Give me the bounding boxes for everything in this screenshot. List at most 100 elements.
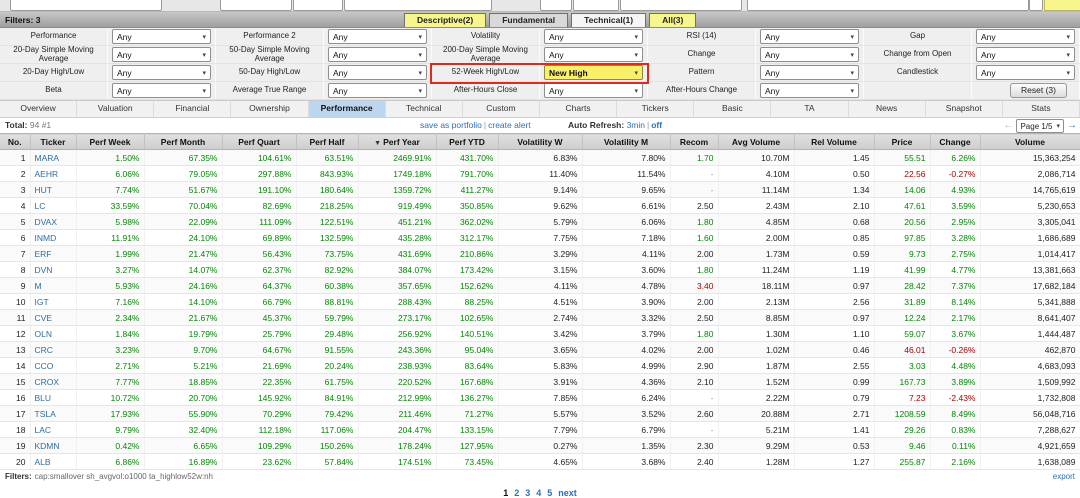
cell-ticker[interactable]: DVN bbox=[30, 261, 77, 278]
column-header-py[interactable]: ▼ Perf Year bbox=[358, 133, 437, 150]
view-tab-performance[interactable]: Performance bbox=[308, 101, 386, 117]
column-header-price[interactable]: Price bbox=[874, 133, 931, 150]
partial-select[interactable] bbox=[620, 0, 742, 11]
cell-ticker[interactable]: IGT bbox=[30, 293, 77, 310]
filter-select-beta[interactable]: Any ▾ bbox=[112, 83, 211, 98]
filter-select-change[interactable]: Any ▾ bbox=[760, 47, 859, 62]
view-tab-basic[interactable]: Basic bbox=[694, 101, 772, 117]
cell-ticker[interactable]: LC bbox=[30, 197, 77, 214]
partial-select[interactable] bbox=[220, 0, 292, 11]
filter-panel: Performance Any ▾ Performance 2 Any ▾ Volatili… bbox=[0, 28, 1080, 101]
view-tab-snapshot[interactable]: Snapshot bbox=[926, 101, 1003, 117]
column-header-chg[interactable]: Change bbox=[930, 133, 981, 150]
filter-select-20-day-simple-moving-average[interactable]: Any ▾ bbox=[112, 47, 211, 62]
cell-ticker[interactable]: ALB bbox=[30, 453, 77, 470]
page-select[interactable]: Page 1/5 ▾ bbox=[1016, 119, 1064, 133]
export-link[interactable]: export bbox=[1052, 472, 1075, 481]
filter-select-pattern[interactable]: Any ▾ bbox=[760, 65, 859, 80]
filter-select-performance[interactable]: Any ▾ bbox=[112, 29, 211, 44]
filter-select-volatility[interactable]: Any ▾ bbox=[544, 29, 643, 44]
cell-ticker[interactable]: CVE bbox=[30, 309, 77, 326]
partial-select[interactable] bbox=[573, 0, 619, 11]
filter-select-after-hours-close[interactable]: Any ▾ bbox=[544, 83, 643, 98]
cell-pw: 6.06% bbox=[76, 165, 145, 182]
cell-ticker[interactable]: AEHR bbox=[30, 165, 77, 182]
view-tab-financial[interactable]: Financial bbox=[154, 101, 232, 117]
partial-select[interactable] bbox=[344, 0, 492, 11]
column-header-vol[interactable]: Volume bbox=[980, 133, 1080, 150]
column-header-recom[interactable]: Recom bbox=[670, 133, 719, 150]
page-link-3[interactable]: 3 bbox=[525, 488, 531, 498]
cell-ticker[interactable]: INMD bbox=[30, 229, 77, 246]
cell-ticker[interactable]: BLU bbox=[30, 389, 77, 406]
cell-vol: 1,638,089 bbox=[980, 453, 1080, 470]
column-header-ph[interactable]: Perf Half bbox=[296, 133, 359, 150]
view-tab-ownership[interactable]: Ownership bbox=[231, 101, 309, 117]
view-tab-valuation[interactable]: Valuation bbox=[77, 101, 155, 117]
view-tab-news[interactable]: News bbox=[849, 101, 926, 117]
filter-select-rsi-14-[interactable]: Any ▾ bbox=[760, 29, 859, 44]
filter-select-performance-2[interactable]: Any ▾ bbox=[328, 29, 427, 44]
create-alert-link[interactable]: create alert bbox=[488, 120, 531, 130]
partial-select[interactable] bbox=[293, 0, 343, 11]
save-as-portfolio-link[interactable]: save as portfolio bbox=[420, 120, 482, 130]
view-tab-stats[interactable]: Stats bbox=[1003, 101, 1080, 117]
cell-ticker[interactable]: KDMN bbox=[30, 437, 77, 454]
filter-category-tab-all-3-[interactable]: All(3) bbox=[649, 13, 697, 27]
view-tab-technical[interactable]: Technical bbox=[386, 101, 463, 117]
partial-submit-button[interactable] bbox=[1044, 0, 1080, 11]
cell-ticker[interactable]: OLN bbox=[30, 325, 77, 342]
cell-ticker[interactable]: CCO bbox=[30, 357, 77, 374]
filter-select-after-hours-change[interactable]: Any ▾ bbox=[760, 83, 859, 98]
filter-select-50-day-high-low[interactable]: Any ▾ bbox=[328, 65, 427, 80]
view-tab-tickers[interactable]: Tickers bbox=[617, 101, 695, 117]
filter-select-average-true-range[interactable]: Any ▾ bbox=[328, 83, 427, 98]
column-header-no[interactable]: No. bbox=[0, 133, 31, 150]
filter-category-tab-fundamental[interactable]: Fundamental bbox=[489, 13, 569, 27]
filter-select-52-week-high-low[interactable]: New High ▾ bbox=[544, 65, 643, 80]
view-tab-overview[interactable]: Overview bbox=[0, 101, 78, 117]
column-header-vm[interactable]: Volatility M bbox=[582, 133, 671, 150]
next-page-link[interactable]: next bbox=[558, 488, 577, 498]
next-page-icon[interactable]: → bbox=[1067, 120, 1077, 131]
filter-select-gap[interactable]: Any ▾ bbox=[976, 29, 1075, 44]
partial-select[interactable] bbox=[540, 0, 572, 11]
column-header-pw[interactable]: Perf Week bbox=[76, 133, 145, 150]
partial-button[interactable] bbox=[1029, 0, 1043, 11]
partial-search-input[interactable] bbox=[747, 0, 1029, 11]
cell-ticker[interactable]: TSLA bbox=[30, 405, 77, 422]
cell-ticker[interactable]: HUT bbox=[30, 181, 77, 198]
filter-select-change-from-open[interactable]: Any ▾ bbox=[976, 47, 1075, 62]
filter-select-200-day-simple-moving-average[interactable]: Any ▾ bbox=[544, 47, 643, 62]
column-header-pm[interactable]: Perf Month bbox=[144, 133, 223, 150]
cell-ticker[interactable]: DVAX bbox=[30, 213, 77, 230]
page-link-4[interactable]: 4 bbox=[536, 488, 542, 498]
partial-input[interactable] bbox=[10, 0, 162, 11]
cell-ticker[interactable]: CRC bbox=[30, 341, 77, 358]
view-tab-charts[interactable]: Charts bbox=[540, 101, 618, 117]
chevron-down-icon: ▾ bbox=[850, 33, 854, 41]
column-header-ticker[interactable]: Ticker bbox=[30, 133, 77, 150]
view-tab-custom[interactable]: Custom bbox=[463, 101, 540, 117]
view-tab-ta[interactable]: TA bbox=[771, 101, 849, 117]
cell-ticker[interactable]: M bbox=[30, 277, 77, 294]
auto-refresh-interval-link[interactable]: 3min bbox=[626, 120, 646, 130]
cell-ticker[interactable]: MARA bbox=[30, 149, 77, 166]
cell-ticker[interactable]: ERF bbox=[30, 245, 77, 262]
filter-select-20-day-high-low[interactable]: Any ▾ bbox=[112, 65, 211, 80]
reset-button[interactable]: Reset (3) bbox=[1010, 83, 1067, 98]
column-header-vw[interactable]: Volatility W bbox=[498, 133, 583, 150]
column-header-relv[interactable]: Rel Volume bbox=[794, 133, 875, 150]
filter-select-50-day-simple-moving-average[interactable]: Any ▾ bbox=[328, 47, 427, 62]
cell-ticker[interactable]: LAC bbox=[30, 421, 77, 438]
filter-select-candlestick[interactable]: Any ▾ bbox=[976, 65, 1075, 80]
filter-category-tab-descriptive-2-[interactable]: Descriptive(2) bbox=[404, 13, 487, 27]
column-header-pytd[interactable]: Perf YTD bbox=[436, 133, 499, 150]
page-link-2[interactable]: 2 bbox=[514, 488, 520, 498]
filter-category-tab-technical-1-[interactable]: Technical(1) bbox=[571, 13, 647, 27]
auto-refresh-off-link[interactable]: off bbox=[651, 120, 663, 130]
page-link-5[interactable]: 5 bbox=[547, 488, 553, 498]
column-header-pq[interactable]: Perf Quart bbox=[222, 133, 297, 150]
column-header-avgv[interactable]: Avg Volume bbox=[718, 133, 795, 150]
cell-ticker[interactable]: CROX bbox=[30, 373, 77, 390]
